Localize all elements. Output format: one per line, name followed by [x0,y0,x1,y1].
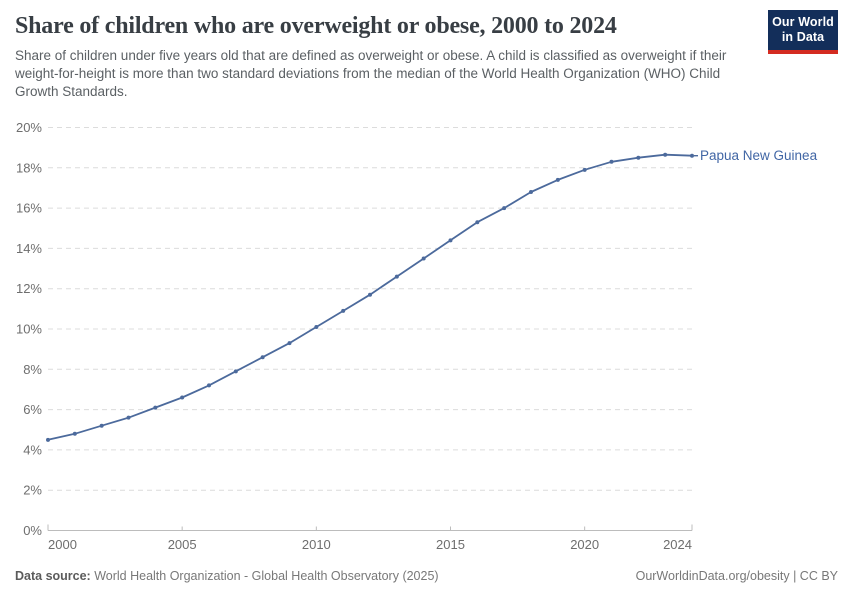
data-point[interactable] [448,238,453,243]
x-axis-label: 2010 [302,537,331,552]
data-point[interactable] [99,423,104,428]
series-line[interactable] [47,153,693,441]
data-point[interactable] [690,153,694,158]
y-axis-label: 16% [16,201,42,216]
chart-header: Share of children who are overweight or … [15,12,760,101]
owid-logo[interactable]: Our World in Data [768,10,838,54]
y-axis-label: 10% [16,322,42,337]
x-axis-label: 2000 [48,537,77,552]
data-point[interactable] [555,177,560,182]
y-axis-label: 14% [16,241,42,256]
owid-logo-line2: in Data [781,30,825,44]
y-axis-label: 20% [16,120,42,135]
data-point[interactable] [314,324,319,329]
y-axis-label: 8% [23,362,42,377]
x-axis-label: 2005 [168,537,197,552]
y-axis-label: 6% [23,402,42,417]
data-source-text: World Health Organization - Global Healt… [90,569,439,583]
chart-subtitle: Share of children under five years old t… [15,48,727,99]
data-point[interactable] [207,383,211,388]
data-point[interactable] [609,159,614,164]
y-axis-label: 0% [23,523,42,538]
y-axis-label: 18% [16,160,42,175]
data-point[interactable] [368,292,372,297]
data-point[interactable] [341,308,346,313]
y-axis-label: 4% [23,442,42,457]
data-point[interactable] [287,341,292,346]
data-point[interactable] [153,405,158,410]
x-axis-label: 2020 [570,537,599,552]
owid-logo-line1: Our World [772,15,834,29]
chart-footer: Data source: World Health Organization -… [15,569,838,584]
data-point[interactable] [394,274,399,279]
data-source-note: Data source: World Health Organization -… [15,569,439,584]
series-label[interactable]: Papua New Guinea [700,148,818,163]
data-point[interactable] [180,395,185,400]
data-point[interactable] [636,155,641,160]
x-axis-label: 2024 [663,537,692,552]
data-point[interactable] [72,431,77,436]
data-point[interactable] [529,189,533,194]
y-axis-label: 2% [23,483,42,498]
y-axis-label: 12% [16,281,42,296]
data-point[interactable] [421,256,426,261]
data-point[interactable] [475,220,480,225]
license-link[interactable]: OurWorldinData.org/obesity | CC BY [635,569,838,583]
data-point[interactable] [502,206,507,211]
data-point[interactable] [46,437,50,442]
data-source-label: Data source: [15,569,91,583]
data-point[interactable] [663,152,668,157]
data-point[interactable] [260,355,265,360]
data-point[interactable] [582,167,587,172]
chart-title: Share of children who are overweight or … [15,13,617,39]
data-point[interactable] [233,369,238,374]
x-axis-label: 2015 [436,537,465,552]
data-point[interactable] [126,415,131,420]
